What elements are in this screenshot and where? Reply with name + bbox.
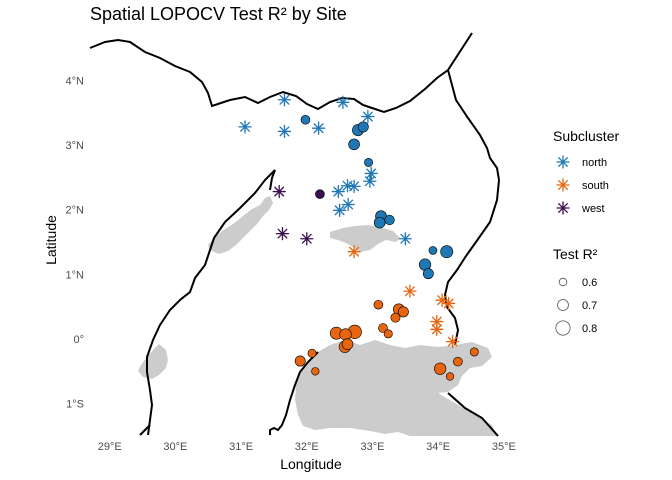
site-point-south [378,323,388,333]
site-point-north [364,158,373,167]
site-point-south [311,367,320,376]
legend-key-north [556,155,570,169]
site-marker-north [398,232,412,246]
site-marker-north [361,109,375,124]
site-point-south [453,356,463,367]
site-point-south [373,299,384,310]
x-axis: 29°E 30°E 31°E 32°E 33°E 34°E 35°E [98,441,516,453]
legend-size-label: 0.7 [582,300,597,312]
site-marker-north [277,93,292,107]
x-tick-label: 35°E [492,441,516,453]
site-marker-north [277,124,292,139]
site-point-south [339,328,352,341]
legend-size-key [555,320,571,336]
y-tick-label: 1°S [66,399,84,411]
site-marker-north [347,179,361,194]
site-marker-south [347,245,361,259]
legend-size-label: 0.8 [582,323,597,335]
site-marker-south [430,322,444,336]
x-tick-label: 30°E [163,441,187,453]
site-point-north [357,121,369,133]
site-point-north [348,138,360,151]
lake-albert [208,196,273,254]
site-point-north [384,214,395,226]
water-bodies [138,196,498,436]
x-tick-label: 29°E [98,441,122,453]
site-point-north [440,245,454,259]
site-point-north [373,216,386,229]
y-tick-label: 4°N [66,75,85,87]
y-tick-label: 2°N [66,205,85,217]
site-marker-north [238,120,252,134]
legend-key-south [556,178,570,192]
site-marker-south [445,334,460,349]
site-marker-north [331,184,345,199]
site-points [238,93,479,381]
site-point-south [383,329,393,339]
site-marker-north [341,197,355,212]
site-point-west [315,189,325,199]
legend-label-north: north [582,157,607,169]
legend-size-title: Test R² [553,246,598,262]
site-marker-south [442,296,456,311]
site-point-south [445,372,455,381]
site-marker-west [300,232,314,246]
x-tick-label: 31°E [229,441,253,453]
y-tick-label: 1°N [66,269,85,281]
site-point-north [428,246,438,255]
legend-key-west [556,201,570,215]
site-marker-north [311,121,326,135]
legend-label-south: south [582,180,609,192]
site-point-south [469,347,479,357]
y-axis-title: Latitude [43,215,59,265]
x-tick-label: 34°E [426,441,450,453]
x-axis-title: Longitude [280,456,342,472]
site-point-south [294,355,306,367]
x-tick-label: 32°E [295,441,319,453]
congo-border-north [269,169,276,191]
site-marker-south [403,284,417,298]
site-marker-north [336,95,350,109]
site-marker-west [275,226,290,241]
uganda-border [89,32,501,437]
site-marker-north [363,174,377,188]
site-point-north [300,114,311,125]
legend-subcluster: Subcluster north south west [553,128,619,215]
chart-title: Spatial LOPOCV Test R² by Site [90,4,347,24]
southern-border [139,424,151,436]
legend-size: Test R² 0.6 0.7 0.8 [553,246,598,336]
legend-subcluster-title: Subcluster [553,128,619,144]
country-borders [89,32,501,437]
y-tick-label: 3°N [66,140,85,152]
site-point-south [390,312,401,323]
legend-size-key [558,277,568,287]
lake-kyoga [330,225,400,252]
site-point-south [434,362,447,375]
site-marker-south [430,314,444,329]
lake-victoria [295,340,498,436]
site-marker-west [272,184,286,199]
legend-label-west: west [581,203,605,215]
site-point-north [422,268,434,280]
lake-edward [138,344,168,379]
site-marker-north [332,203,347,217]
y-axis: 4°N 3°N 2°N 1°N 0° 1°S [66,75,85,410]
site-point-south [307,348,317,358]
legend-size-key [557,299,569,311]
y-tick-label: 0° [73,334,84,346]
site-point-south [341,338,354,350]
legend-size-label: 0.6 [582,277,597,289]
site-point-south [397,306,409,318]
x-tick-label: 33°E [360,441,384,453]
